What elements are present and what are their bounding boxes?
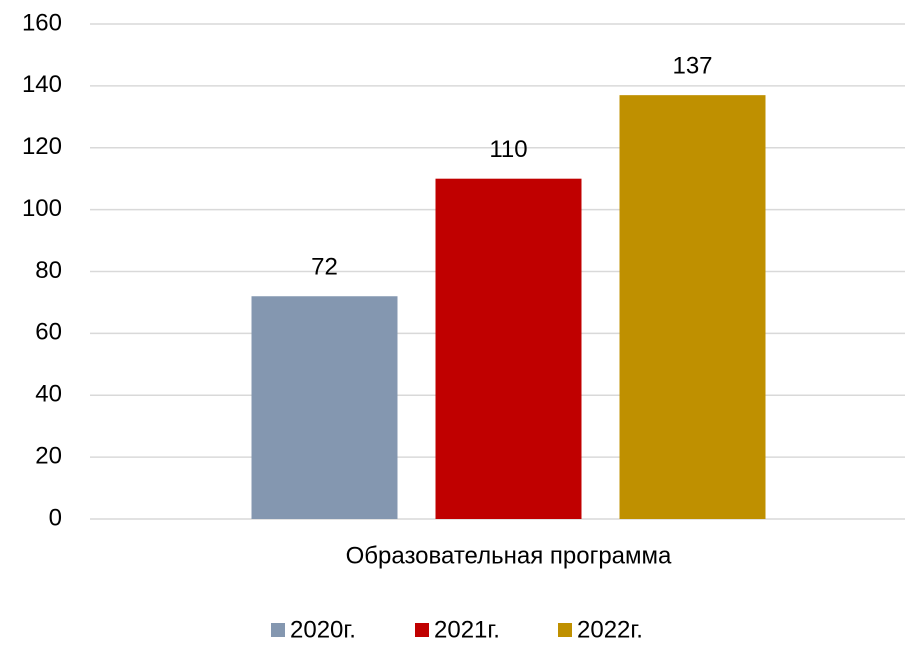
x-tick-label: Образовательная программа xyxy=(346,542,672,569)
legend-swatch xyxy=(415,623,429,637)
y-tick-label: 60 xyxy=(35,319,62,346)
bar xyxy=(435,178,582,519)
y-tick-label: 80 xyxy=(35,257,62,284)
legend-label: 2021г. xyxy=(434,616,500,643)
legend-swatch xyxy=(271,623,285,637)
y-tick-label: 160 xyxy=(22,9,62,36)
legend-label: 2022г. xyxy=(577,616,643,643)
y-tick-label: 120 xyxy=(22,133,62,160)
data-label: 72 xyxy=(311,254,338,281)
data-label: 137 xyxy=(672,53,712,80)
bar xyxy=(619,95,766,519)
y-tick-label: 100 xyxy=(22,195,62,222)
y-tick-label: 40 xyxy=(35,381,62,408)
y-tick-label: 140 xyxy=(22,71,62,98)
legend-label: 2020г. xyxy=(290,616,356,643)
data-label: 110 xyxy=(489,136,527,163)
legend-swatch xyxy=(558,623,572,637)
bar xyxy=(251,296,398,519)
y-tick-label: 0 xyxy=(49,504,62,531)
y-tick-label: 20 xyxy=(35,442,62,469)
